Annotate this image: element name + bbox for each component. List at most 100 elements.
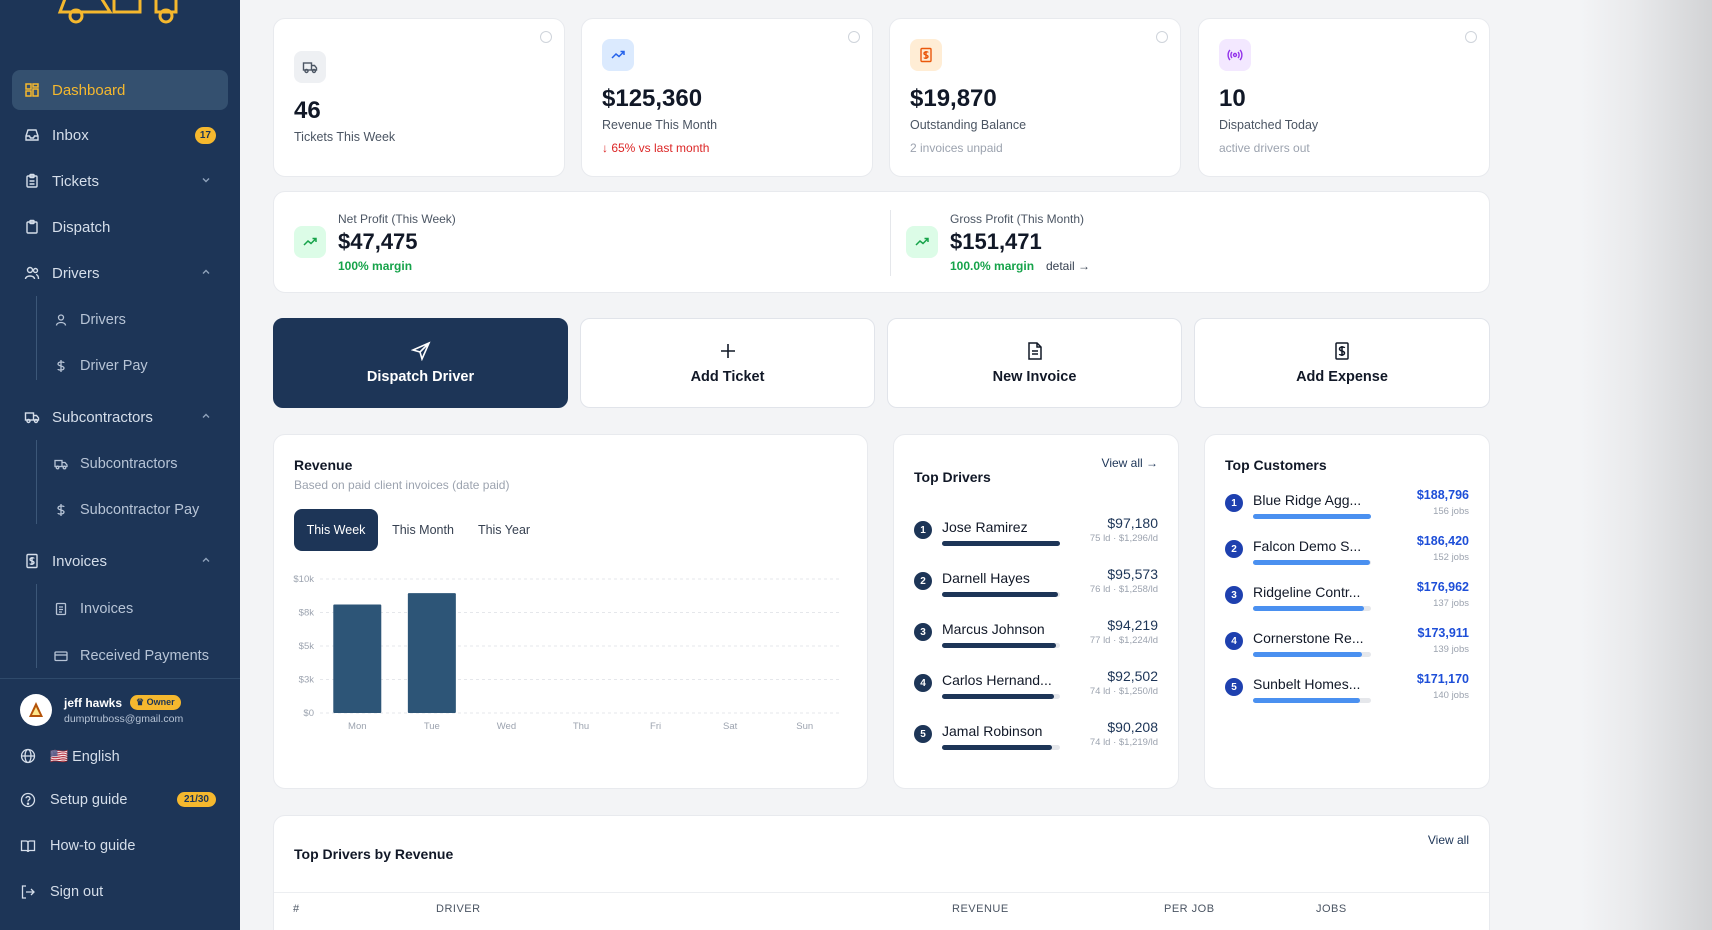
stat-value: $125,360 xyxy=(602,85,703,112)
stat-card-dispatched: 10 Dispatched Today active drivers out xyxy=(1198,18,1490,177)
tab-this-month[interactable]: This Month xyxy=(392,523,454,537)
column-header-revenue: REVENUE xyxy=(952,903,1009,915)
credit-card-icon xyxy=(54,649,68,663)
add-ticket-button[interactable]: Add Ticket xyxy=(580,318,875,408)
customer-name[interactable]: Blue Ridge Agg... xyxy=(1253,492,1362,508)
x-tick-label: Fri xyxy=(650,721,661,732)
gross-profit-detail-link[interactable]: detail → xyxy=(1046,259,1091,273)
rank-badge: 5 xyxy=(914,725,932,743)
howto-guide-label: How-to guide xyxy=(50,838,136,854)
row-amount: $90,208 xyxy=(1107,719,1158,735)
row-meta: 152 jobs xyxy=(1433,552,1469,563)
row-meta: 74 ld · $1,219/ld xyxy=(1089,737,1158,748)
rank-badge: 2 xyxy=(914,572,932,590)
sidebar-item-label: Subcontractors xyxy=(52,408,153,426)
driver-name[interactable]: Marcus Johnson xyxy=(942,621,1045,637)
x-tick-label: Thu xyxy=(573,721,589,732)
sidebar-subitem-drivers[interactable]: Drivers xyxy=(54,302,126,338)
sidebar-subitem-driver-pay[interactable]: Driver Pay xyxy=(54,348,148,384)
setup-progress-badge: 21/30 xyxy=(176,792,216,807)
driver-name[interactable]: Carlos Hernand... xyxy=(942,672,1052,688)
action-label: New Invoice xyxy=(992,369,1077,385)
sidebar-item-dispatch[interactable]: Dispatch xyxy=(12,207,228,247)
file-icon xyxy=(1025,341,1045,361)
sidebar-subitem-received-payments[interactable]: Received Payments xyxy=(54,638,209,674)
view-all-drivers-link[interactable]: View all → xyxy=(1101,456,1158,470)
tab-this-week[interactable]: This Week xyxy=(294,509,378,551)
inbox-count-badge: 17 xyxy=(194,127,216,144)
gross-profit-value: $151,471 xyxy=(950,229,1042,254)
trend-up-icon xyxy=(294,226,326,258)
x-tick-label: Sat xyxy=(723,721,738,732)
stat-card-outstanding: $19,870 Outstanding Balance 2 invoices u… xyxy=(889,18,1181,177)
invoice-icon xyxy=(54,602,68,616)
info-icon[interactable] xyxy=(540,31,552,43)
driver-name[interactable]: Darnell Hayes xyxy=(942,570,1030,586)
customer-name[interactable]: Falcon Demo S... xyxy=(1253,538,1362,554)
howto-guide-link[interactable]: How-to guide xyxy=(20,831,220,861)
x-tick-label: Mon xyxy=(348,721,366,732)
table-divider xyxy=(274,892,1489,893)
sidebar-item-inbox[interactable]: Inbox 17 xyxy=(12,115,228,155)
driver-name[interactable]: Jamal Robinson xyxy=(942,723,1043,739)
profit-card: Net Profit (This Week) $47,475 100% marg… xyxy=(273,191,1490,293)
stat-sub: 2 invoices unpaid xyxy=(910,141,1003,155)
invoice-icon xyxy=(910,39,942,71)
sidebar-item-subcontractors[interactable]: Subcontractors xyxy=(12,397,228,437)
row-meta: 137 jobs xyxy=(1433,598,1469,609)
stat-change: ↓ 65% vs last month xyxy=(602,141,710,155)
setup-guide-link[interactable]: Setup guide 21/30 xyxy=(20,785,220,815)
progress-fill xyxy=(1253,606,1364,611)
language-label: 🇺🇸 English xyxy=(50,748,120,765)
profit-divider xyxy=(890,210,891,276)
new-invoice-button[interactable]: New Invoice xyxy=(887,318,1182,408)
sign-out-label: Sign out xyxy=(50,884,104,900)
row-amount: $186,420 xyxy=(1416,534,1469,548)
trend-up-icon xyxy=(906,226,938,258)
sidebar-subitem-label: Invoices xyxy=(80,601,134,617)
user-profile[interactable]: jeff hawks ♛ Owner dumptruboss@gmail.com xyxy=(20,692,230,732)
plus-icon xyxy=(718,341,738,361)
stat-card-revenue: $125,360 Revenue This Month ↓ 65% vs las… xyxy=(581,18,873,177)
sidebar-item-dashboard[interactable]: Dashboard xyxy=(12,70,228,110)
sidebar-item-tickets[interactable]: Tickets xyxy=(12,161,228,201)
top-drivers-card: Top Drivers View all → 1 Jose Ramirez $97,… xyxy=(893,434,1179,789)
info-icon[interactable] xyxy=(1156,31,1168,43)
customer-name[interactable]: Sunbelt Homes... xyxy=(1253,676,1361,692)
sidebar-item-label: Invoices xyxy=(52,552,108,570)
progress-fill xyxy=(942,643,1057,648)
revenue-bar-chart: $10k $8k $5k $3k $0 Mon Tue Wed Thu Fri Sat Sun xyxy=(293,574,842,732)
dispatch-driver-button[interactable]: Dispatch Driver xyxy=(273,318,568,408)
rank-badge: 1 xyxy=(1225,494,1243,512)
progress-track xyxy=(942,745,1060,750)
progress-fill xyxy=(942,541,1060,546)
progress-track xyxy=(942,541,1060,546)
progress-fill xyxy=(1253,652,1362,657)
sign-out-link[interactable]: Sign out xyxy=(20,877,220,907)
customer-name[interactable]: Ridgeline Contr... xyxy=(1253,584,1361,600)
language-selector[interactable]: 🇺🇸 English xyxy=(20,741,220,771)
sidebar-subitem-subcontractor-pay[interactable]: Subcontractor Pay xyxy=(54,492,199,528)
tab-this-year[interactable]: This Year xyxy=(477,523,531,537)
add-expense-button[interactable]: Add Expense xyxy=(1194,318,1490,408)
view-all-table-link[interactable]: View all xyxy=(1427,833,1469,847)
user-icon xyxy=(54,313,68,327)
customer-name[interactable]: Cornerstone Re... xyxy=(1253,630,1364,646)
progress-fill xyxy=(942,694,1055,699)
net-profit-label: Net Profit (This Week) xyxy=(338,212,456,226)
sidebar-subitem-invoices[interactable]: Invoices xyxy=(54,591,133,627)
rank-badge: 4 xyxy=(1225,632,1243,650)
top-customers-card: Top Customers 1 Blue Ridge Agg... $188,796… xyxy=(1204,434,1490,789)
y-tick-label: $10k xyxy=(293,574,314,585)
info-icon[interactable] xyxy=(848,31,860,43)
sidebar-subitem-subcontractors[interactable]: Subcontractors xyxy=(54,446,178,482)
y-tick-label: $0 xyxy=(303,708,314,719)
sidebar-item-drivers[interactable]: Drivers xyxy=(12,253,228,293)
sidebar-item-invoices[interactable]: Invoices xyxy=(12,541,228,581)
table-title: Top Drivers by Revenue xyxy=(294,846,454,862)
revenue-bar[interactable] xyxy=(407,593,456,713)
info-icon[interactable] xyxy=(1465,31,1477,43)
revenue-bar[interactable] xyxy=(333,604,382,713)
driver-name[interactable]: Jose Ramirez xyxy=(942,519,1028,535)
stat-label: Dispatched Today xyxy=(1219,118,1319,132)
